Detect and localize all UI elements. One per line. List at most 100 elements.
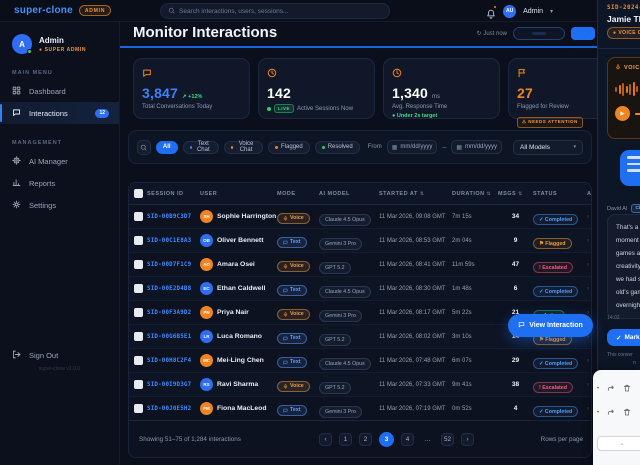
sort-icon[interactable]: ⇅ bbox=[516, 190, 523, 197]
started-at: 11 Mar 2026, 07:19 GMT bbox=[379, 405, 446, 412]
row-checkbox[interactable] bbox=[134, 236, 143, 245]
session-id[interactable]: SID-00G6B5E1 bbox=[147, 333, 192, 340]
started-at: 11 Mar 2026, 07:48 GMT bbox=[379, 357, 446, 364]
table-row[interactable]: SID-00J0E5H2 FM Fiona MacLeod Text Gemini 3 … bbox=[129, 397, 591, 421]
audio-progress-track[interactable] bbox=[635, 112, 640, 115]
user-avatar[interactable]: AU bbox=[503, 4, 517, 18]
row-checkbox-cell bbox=[129, 284, 147, 293]
date-from-input[interactable]: ▦ mm/dd/yyyy bbox=[386, 140, 438, 154]
mark-reviewed-button[interactable]: ✓ Mark as Rev bbox=[607, 329, 640, 346]
stat-value-row: 142 bbox=[267, 85, 366, 101]
stat-label: Flagged for Review bbox=[517, 104, 569, 110]
row-actions-icon[interactable]: › bbox=[587, 285, 589, 292]
row-checkbox[interactable] bbox=[134, 332, 143, 341]
pagination: ‹ 1 2 3 4 … 52 › bbox=[319, 431, 475, 447]
filter-search-button[interactable] bbox=[137, 139, 151, 155]
row-checkbox-cell bbox=[129, 380, 147, 389]
row-checkbox[interactable] bbox=[134, 356, 143, 365]
rows-per-page-select[interactable]: ⌄ bbox=[597, 436, 640, 451]
sign-out-button[interactable]: Sign Out bbox=[0, 344, 119, 366]
pagination-button[interactable]: 4 bbox=[401, 432, 414, 446]
filter-chip-flagged[interactable]: Flagged bbox=[268, 140, 310, 154]
stat-card[interactable]: 27 Flagged for Review ⚠ NEEDS ATTENTION bbox=[508, 58, 597, 128]
view-interaction-button[interactable]: View Interaction bbox=[508, 314, 593, 337]
pagination-button[interactable]: ‹ bbox=[319, 432, 332, 446]
forward-icon[interactable] bbox=[607, 384, 615, 394]
pagination-button[interactable]: › bbox=[461, 432, 475, 446]
global-search-input[interactable]: Search interactions, users, sessions... bbox=[160, 3, 390, 19]
select-all-checkbox[interactable] bbox=[134, 189, 143, 198]
stat-card[interactable]: 3,847 ↗ +12% Total Conversations Today bbox=[133, 58, 250, 119]
light-action-row: • bbox=[597, 408, 631, 418]
table-row[interactable]: SID-00C1E8A3 OB Oliver Bennett Text Gemini 3… bbox=[129, 229, 591, 253]
session-id[interactable]: SID-00I9D3G7 bbox=[147, 381, 192, 388]
row-checkbox[interactable] bbox=[134, 308, 143, 317]
table-row[interactable]: SID-00H8C2F4 MC Mei-Ling Chen Text Claude 4.… bbox=[129, 349, 591, 373]
row-actions-icon[interactable]: › bbox=[587, 333, 589, 340]
notifications-bell-icon[interactable] bbox=[486, 5, 498, 19]
row-actions-icon[interactable]: › bbox=[587, 405, 589, 412]
light-action-row: • bbox=[597, 384, 631, 394]
filter-chip-all[interactable]: All bbox=[155, 140, 178, 154]
dot-icon[interactable]: • bbox=[597, 410, 600, 416]
trash-icon[interactable] bbox=[623, 408, 631, 418]
date-from-label: From bbox=[367, 144, 382, 150]
table-row[interactable]: SID-00E2D4B8 EC Ethan Caldwell Text Claude 4… bbox=[129, 277, 591, 301]
session-id[interactable]: SID-00J0E5H2 bbox=[147, 405, 192, 412]
session-id[interactable]: SID-00D7F1C9 bbox=[147, 261, 192, 268]
date-to-input[interactable]: ▦ mm/dd/yyyy bbox=[451, 140, 502, 154]
filter-chip-resolved[interactable]: Resolved bbox=[314, 140, 360, 154]
row-actions-icon[interactable]: › bbox=[587, 213, 589, 220]
session-id[interactable]: SID-00B9C3D7 bbox=[147, 213, 192, 220]
filter-chip-text-chat[interactable]: Text Chat bbox=[182, 140, 219, 154]
status-cell: ⚑ Flagged bbox=[533, 232, 587, 250]
pagination-button[interactable]: 1 bbox=[339, 432, 352, 446]
session-id[interactable]: SID-00E2D4B8 bbox=[147, 285, 192, 292]
row-checkbox[interactable] bbox=[134, 380, 143, 389]
table-row[interactable]: SID-00D7F1C9 AO Amara Osei Voice GPT 5.2 11 M… bbox=[129, 253, 591, 277]
play-button[interactable]: ▶ bbox=[615, 106, 630, 121]
sidebar-item-settings[interactable]: Settings bbox=[0, 194, 119, 216]
stat-card[interactable]: 142 LIVE Active Sessions Now bbox=[258, 58, 375, 119]
row-actions-icon[interactable]: › bbox=[587, 309, 589, 316]
ai-sender-name: David AI bbox=[607, 205, 628, 212]
row-checkbox[interactable] bbox=[134, 404, 143, 413]
pagination-button[interactable]: 52 bbox=[441, 432, 455, 446]
row-checkbox[interactable] bbox=[134, 212, 143, 221]
ai-sender-row: David AI Clau bbox=[607, 204, 640, 213]
user-menu-label[interactable]: Admin bbox=[523, 7, 543, 15]
trash-icon[interactable] bbox=[623, 384, 631, 394]
chart-icon bbox=[12, 178, 21, 189]
row-checkbox[interactable] bbox=[134, 284, 143, 293]
sort-icon[interactable]: ⇅ bbox=[417, 190, 425, 197]
pagination-button[interactable]: 3 bbox=[379, 431, 394, 447]
column-header: AI MODEL bbox=[319, 190, 350, 197]
header-primary-button[interactable] bbox=[571, 27, 595, 40]
session-id[interactable]: SID-00C1E8A3 bbox=[147, 237, 192, 244]
page-title: Monitor Interactions bbox=[133, 24, 278, 41]
chevron-down-icon[interactable]: ▾ bbox=[549, 8, 553, 15]
sidebar-item-interactions[interactable]: Interactions 12 bbox=[0, 102, 119, 124]
sidebar-item-reports[interactable]: Reports bbox=[0, 172, 119, 194]
table-row[interactable]: SID-00B9C3D7 SH Sophie Harrington Voice Clau… bbox=[129, 205, 591, 229]
header-range-select[interactable] bbox=[513, 27, 565, 40]
row-actions-icon[interactable]: › bbox=[587, 381, 589, 388]
session-id[interactable]: SID-00F3A9D2 bbox=[147, 309, 192, 316]
dot-icon[interactable]: • bbox=[597, 386, 600, 392]
session-id[interactable]: SID-00H8C2F4 bbox=[147, 357, 192, 364]
filter-chip-voice-chat[interactable]: Voice Chat bbox=[223, 140, 264, 154]
stat-card[interactable]: 1,340 ms Avg. Response Time ● Under 2s targ… bbox=[383, 58, 500, 119]
row-checkbox[interactable] bbox=[134, 260, 143, 269]
table-row[interactable]: SID-00I9D3G7 RS Ravi Sharma Voice GPT 5.2 11 … bbox=[129, 373, 591, 397]
row-actions-icon[interactable]: › bbox=[587, 237, 589, 244]
live-row: LIVE Active Sessions Now bbox=[267, 104, 366, 113]
row-actions-icon[interactable]: › bbox=[587, 357, 589, 364]
sidebar-item-ai-manager[interactable]: AI Manager bbox=[0, 150, 119, 172]
sort-icon[interactable]: ⇅ bbox=[484, 190, 492, 197]
row-actions-icon[interactable]: › bbox=[587, 261, 589, 268]
model-filter-select[interactable]: All Models ▾ bbox=[513, 139, 583, 155]
forward-icon[interactable] bbox=[607, 408, 615, 418]
mode-cell: Voice bbox=[277, 208, 319, 226]
sidebar-item-dashboard[interactable]: Dashboard bbox=[0, 80, 119, 102]
pagination-button[interactable]: 2 bbox=[359, 432, 372, 446]
